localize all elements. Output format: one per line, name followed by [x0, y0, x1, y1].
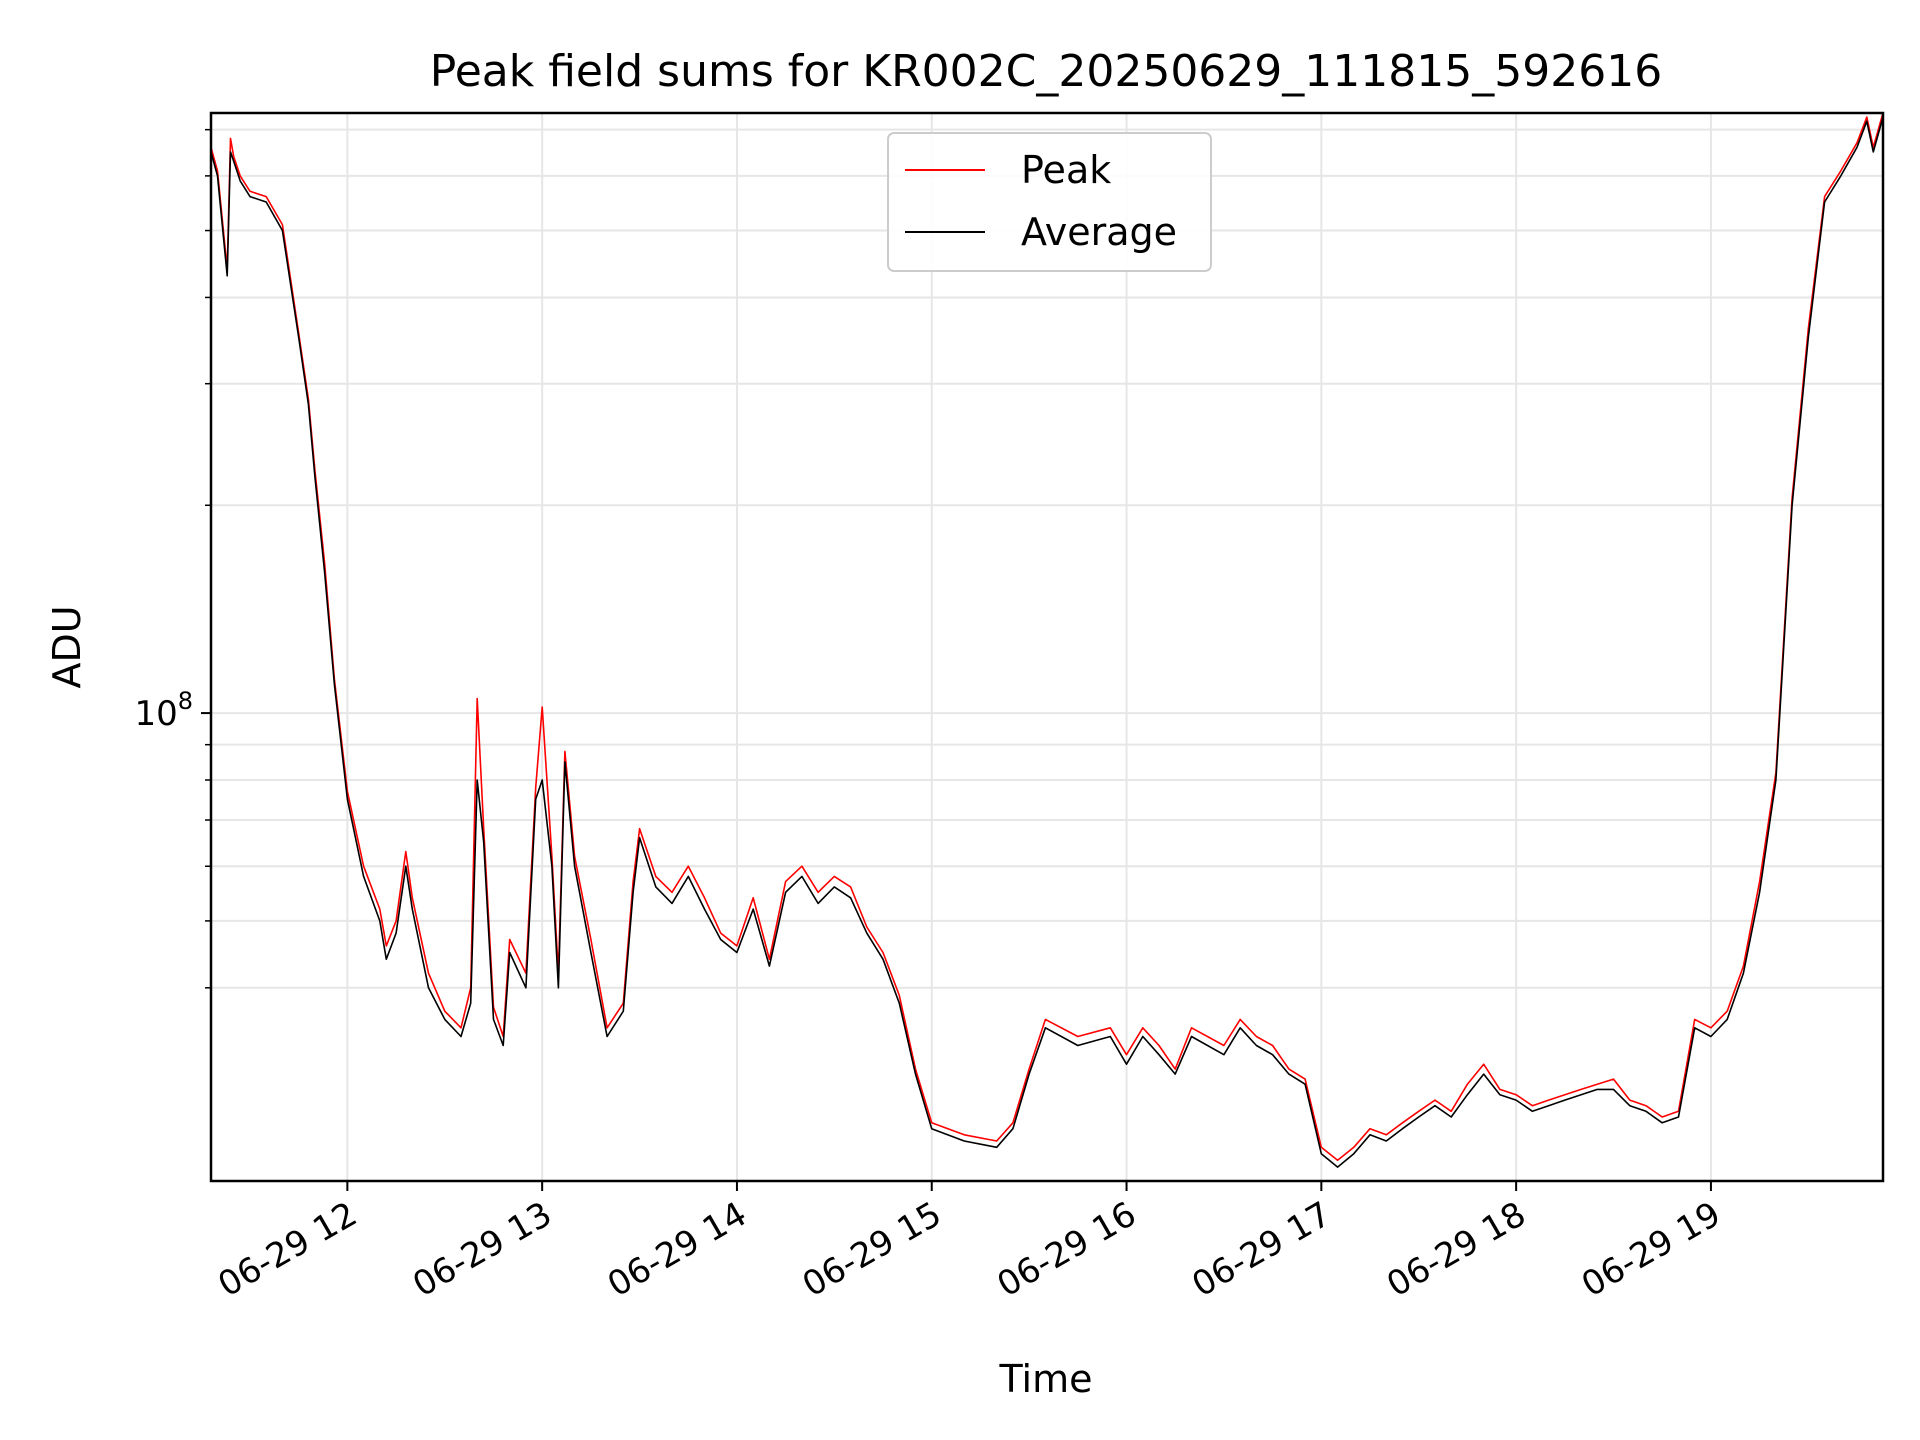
series-line-peak: [210, 112, 1884, 1162]
legend-label-average: Average: [1021, 210, 1177, 254]
y-axis-label: ADU: [45, 605, 89, 688]
plot-area: [211, 113, 1883, 1181]
y-tick-label: 108: [134, 687, 193, 734]
series-line-average: [210, 116, 1884, 1168]
legend-label-peak: Peak: [1021, 148, 1111, 192]
y-axis-ticks: 108: [134, 128, 211, 989]
legend-box: [887, 132, 1212, 272]
chart-title: Peak field sums for KR002C_20250629_1118…: [430, 46, 1662, 97]
legend: Peak Average: [887, 132, 1212, 272]
plot-frame: [209, 111, 1885, 1183]
x-axis-label: Time: [999, 1357, 1093, 1401]
series-lines: [210, 112, 1884, 1168]
